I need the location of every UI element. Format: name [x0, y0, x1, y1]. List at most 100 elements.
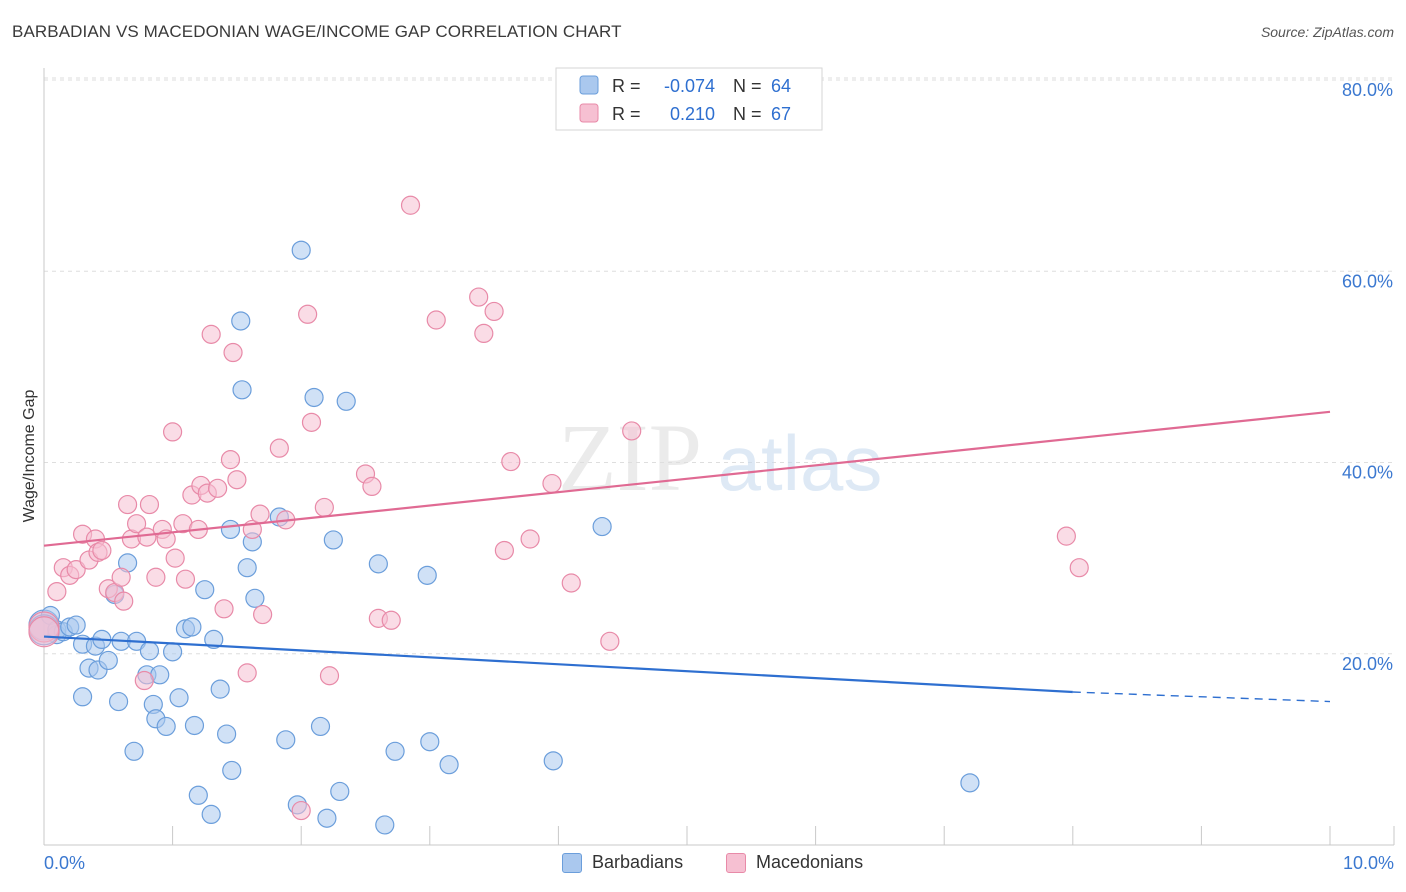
stats-r-value: -0.074 — [664, 76, 715, 96]
stats-n-label: N = — [733, 104, 762, 124]
y-tick-label: 60.0% — [1342, 271, 1393, 291]
data-point — [156, 716, 176, 737]
data-point — [1056, 526, 1076, 546]
data-point — [253, 604, 273, 625]
stats-legend: R = -0.074 N = 64 R = 0.210 N = 67 — [555, 67, 823, 131]
data-point — [375, 815, 395, 835]
data-point — [204, 629, 224, 650]
watermark-zip: ZIP — [558, 404, 702, 511]
data-point — [98, 650, 118, 671]
data-point — [28, 616, 60, 648]
stats-n-label: N = — [733, 76, 762, 96]
stats-r-label: R = — [612, 104, 641, 124]
data-point — [622, 421, 642, 441]
data-point — [92, 540, 112, 561]
data-point — [114, 591, 134, 611]
data-point — [195, 580, 215, 600]
legend-label-macedonians: Macedonians — [756, 852, 864, 872]
data-point — [47, 581, 67, 602]
data-point — [182, 617, 202, 637]
data-point — [175, 569, 196, 589]
data-point — [232, 380, 252, 400]
data-point — [250, 504, 270, 524]
data-point — [139, 494, 160, 515]
data-point — [368, 554, 388, 574]
data-point — [227, 470, 247, 490]
data-point — [220, 519, 241, 540]
data-point — [276, 730, 296, 750]
data-point — [201, 804, 221, 825]
data-point — [381, 610, 401, 630]
data-point — [72, 687, 93, 707]
stats-legend-box — [555, 67, 823, 131]
data-point — [600, 631, 620, 651]
y-axis-label: Wage/Income Gap — [21, 390, 38, 523]
stats-n-value: 64 — [771, 76, 791, 96]
axis-layer: 20.0% 40.0% 60.0% 80.0% — [43, 68, 1395, 846]
data-point — [117, 494, 138, 515]
y-tick-label: 20.0% — [1342, 654, 1393, 674]
data-point — [210, 679, 230, 699]
y-tick-label: 40.0% — [1342, 463, 1393, 483]
data-point — [231, 311, 251, 331]
data-point — [301, 412, 322, 432]
data-point — [474, 323, 494, 344]
data-point — [134, 670, 154, 691]
data-point — [336, 391, 356, 411]
data-point — [124, 741, 144, 761]
data-point — [561, 573, 581, 593]
data-point — [501, 451, 521, 472]
trend-line-extension — [1072, 691, 1331, 703]
data-point — [66, 559, 86, 580]
data-point — [330, 781, 350, 802]
data-point — [139, 641, 160, 661]
stats-r-value: 0.210 — [670, 104, 715, 124]
data-point — [66, 615, 86, 635]
stats-swatch-macedonians — [579, 103, 599, 123]
data-point — [484, 301, 504, 322]
data-point — [223, 342, 243, 363]
data-point — [385, 741, 405, 761]
data-point — [214, 599, 234, 619]
stats-r-label: R = — [612, 76, 641, 96]
data-point — [960, 773, 980, 793]
data-point — [304, 387, 324, 408]
data-point — [400, 195, 421, 215]
y-tick-label: 80.0% — [1342, 80, 1393, 100]
data-point — [469, 287, 489, 307]
data-point — [169, 688, 189, 708]
data-point — [439, 755, 459, 775]
data-point — [245, 588, 265, 608]
data-point — [237, 558, 257, 578]
data-point — [314, 497, 334, 518]
data-point — [108, 691, 129, 712]
stats-swatch-barbadians — [579, 75, 599, 95]
data-point — [291, 240, 311, 260]
data-point — [298, 304, 318, 324]
data-point — [291, 800, 311, 821]
data-point — [269, 438, 289, 458]
stats-n-value: 67 — [771, 104, 791, 124]
trend-layer — [43, 410, 1331, 703]
data-point — [417, 565, 437, 585]
data-point — [217, 724, 237, 744]
data-point — [163, 642, 183, 662]
data-point — [520, 529, 540, 549]
points-layer — [28, 195, 1089, 835]
data-point — [310, 716, 331, 737]
bottom-legend: Barbadians Macedonians — [0, 852, 1406, 878]
data-point — [146, 567, 166, 587]
data-point — [543, 751, 563, 771]
data-point — [201, 324, 221, 344]
data-point — [362, 476, 382, 497]
legend-swatch-macedonians — [726, 852, 746, 873]
data-point — [323, 530, 343, 550]
watermark-atlas: atlas — [718, 419, 883, 507]
data-point — [317, 808, 337, 828]
data-point — [220, 450, 241, 470]
series-macedonians — [28, 195, 1089, 821]
data-point — [420, 732, 440, 752]
data-point — [188, 785, 208, 805]
x-tick-label-min: 0.0% — [44, 853, 85, 873]
